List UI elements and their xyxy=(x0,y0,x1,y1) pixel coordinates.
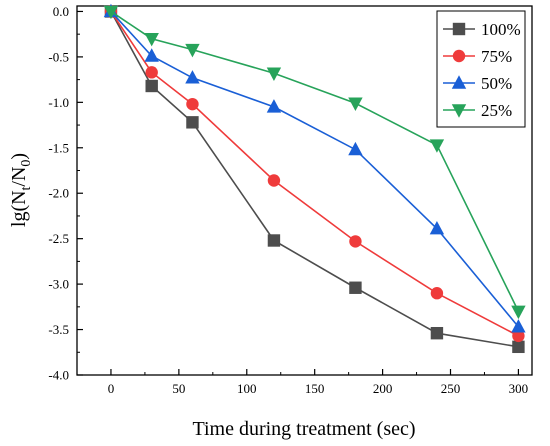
data-point-50pct xyxy=(429,220,445,235)
data-point-100pct xyxy=(145,79,158,93)
data-point-25pct xyxy=(429,139,445,153)
x-tick-label: 150 xyxy=(305,381,325,396)
y-tick-label: -1.5 xyxy=(48,140,69,155)
data-point-25pct xyxy=(144,33,159,47)
y-tick-label: -4.0 xyxy=(48,368,69,383)
data-point-50pct xyxy=(266,99,282,113)
data-point-100pct xyxy=(186,116,199,129)
data-point-75pct xyxy=(512,329,525,343)
data-point-25pct xyxy=(185,43,200,58)
legend-label-100pct: 100% xyxy=(481,20,521,39)
y-axis-title: lg(Nt/N0) xyxy=(8,153,34,227)
data-point-25pct xyxy=(348,97,363,111)
axis-ticks: 0 50 100 150 200 250 300 0.0 -0.5 -1.0 -1.5 -2.0 -2.… xyxy=(48,4,528,396)
y-axis-title-mid: /N xyxy=(8,167,30,187)
series-layer xyxy=(103,3,526,354)
data-point-100pct xyxy=(267,234,281,247)
x-tick-label: 200 xyxy=(373,381,393,396)
plot-frame xyxy=(76,5,533,376)
legend-label-25pct: 25% xyxy=(481,101,512,120)
data-point-50pct xyxy=(185,70,200,84)
data-point-100pct xyxy=(430,326,444,340)
x-tick-label: 100 xyxy=(237,381,257,396)
data-point-75pct xyxy=(430,287,444,300)
data-point-75pct xyxy=(145,66,158,79)
legend-item-100pct: 100% xyxy=(443,20,521,39)
y-axis-title-base: lg(N xyxy=(8,190,30,227)
x-tick-label: 50 xyxy=(172,381,185,396)
legend-marker-75pct xyxy=(452,49,466,63)
data-point-50pct xyxy=(511,319,526,333)
y-tick-label: -2.0 xyxy=(48,186,69,201)
data-point-100pct xyxy=(349,281,362,294)
data-point-75pct xyxy=(349,235,362,248)
data-point-75pct xyxy=(186,97,199,111)
data-point-50pct xyxy=(144,48,159,62)
y-tick-label: -2.5 xyxy=(48,231,69,246)
x-tick-label: 0 xyxy=(108,381,115,396)
y-tick-label: -0.5 xyxy=(48,49,69,64)
series-25pct xyxy=(103,5,526,320)
legend-label-50pct: 50% xyxy=(481,74,512,93)
data-point-25pct xyxy=(103,5,119,20)
data-point-50pct xyxy=(348,141,363,156)
y-tick-label: -3.0 xyxy=(48,277,69,292)
y-tick-label: 0.0 xyxy=(53,4,69,19)
y-axis-title-sub2: 0 xyxy=(19,160,34,167)
y-axis-title-end: ) xyxy=(8,153,30,160)
legend-item-50pct: 50% xyxy=(443,74,512,93)
series-100pct xyxy=(104,5,525,354)
y-tick-label: -3.5 xyxy=(48,322,69,337)
legend-marker-100pct xyxy=(452,22,466,36)
legend-item-75pct: 75% xyxy=(443,47,512,66)
data-point-75pct xyxy=(267,174,281,187)
y-tick-label: -1.0 xyxy=(48,95,69,110)
y-axis-title-sub1: t xyxy=(19,186,34,190)
legend-marker-50pct xyxy=(451,75,467,89)
legend-item-25pct: 25% xyxy=(443,101,512,120)
data-point-25pct xyxy=(511,305,526,320)
data-point-100pct xyxy=(512,340,525,354)
legend-label-75pct: 75% xyxy=(481,47,512,66)
legend: 100% 75% 50% 25% xyxy=(436,10,526,128)
x-axis-title: Time during treatment (sec) xyxy=(192,418,415,440)
x-tick-label: 250 xyxy=(441,381,461,396)
legend-box xyxy=(436,10,526,128)
x-tick-label: 300 xyxy=(509,381,529,396)
legend-marker-25pct xyxy=(451,104,467,118)
data-point-25pct xyxy=(266,67,282,81)
